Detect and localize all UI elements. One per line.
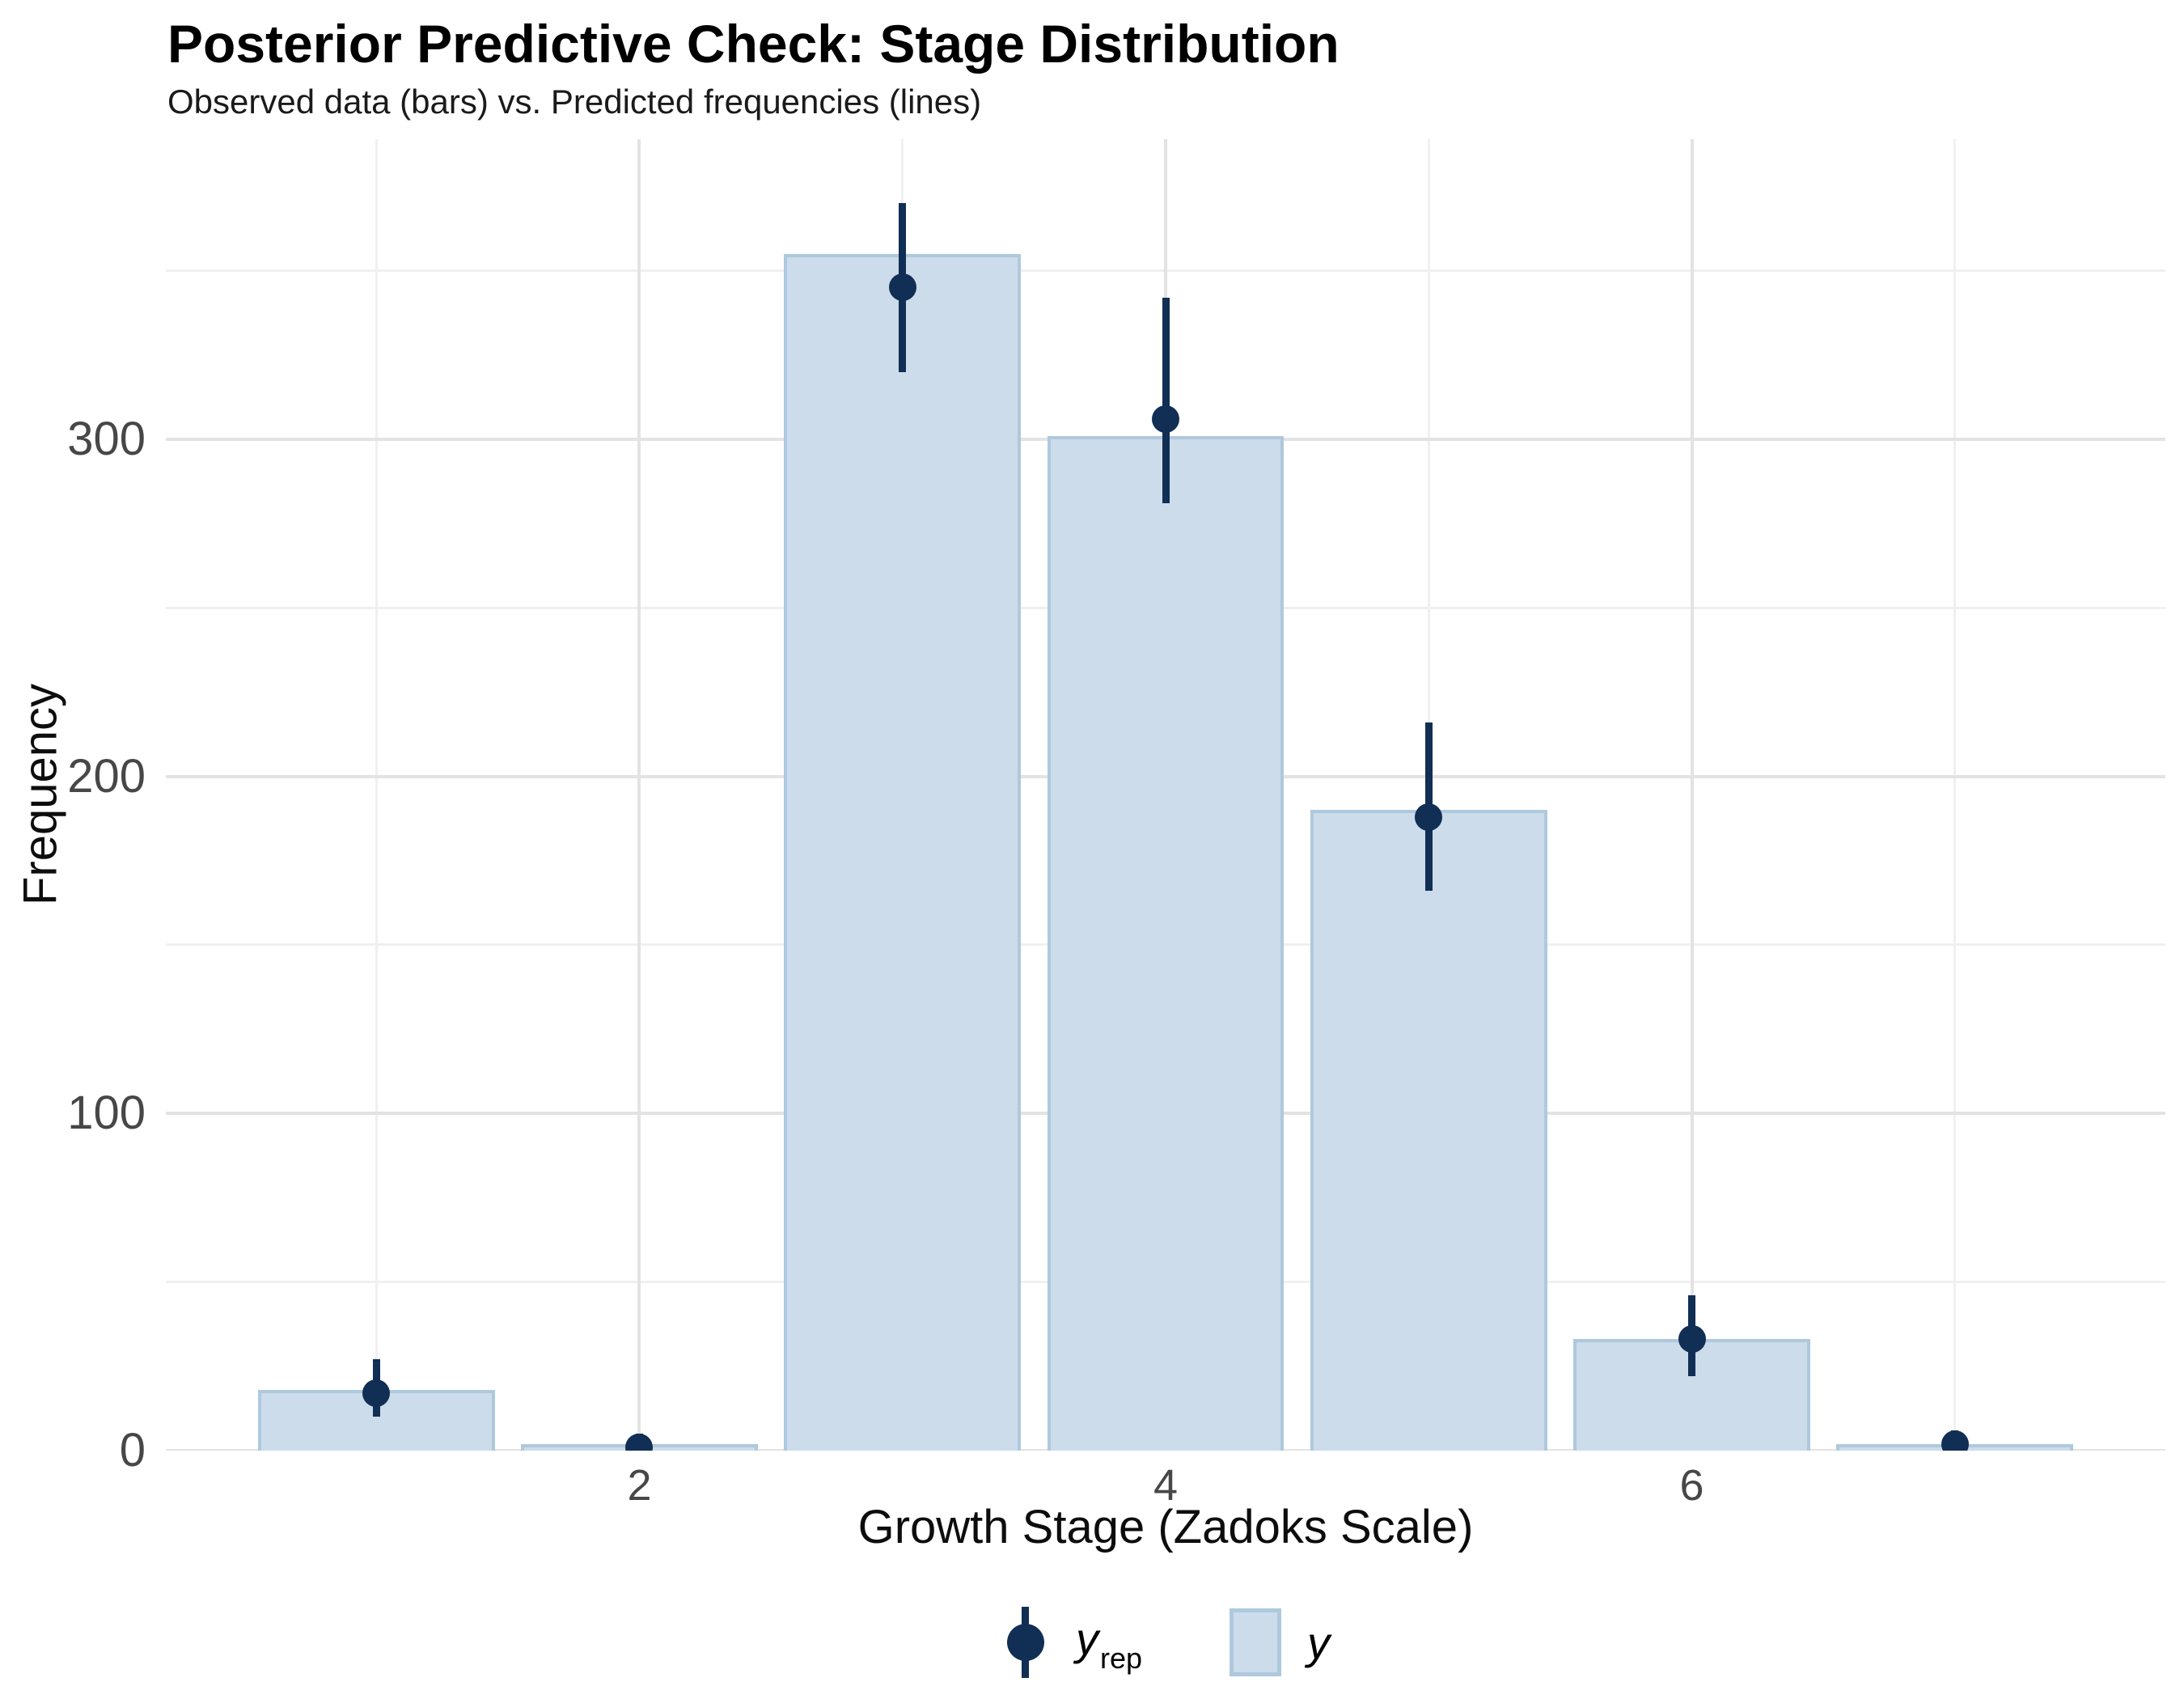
- legend-point-icon: [1006, 1624, 1044, 1661]
- y-tick-label: 0: [119, 1424, 146, 1477]
- point-stage-5: [1415, 803, 1443, 831]
- chart-title: Posterior Predictive Check: Stage Distri…: [167, 14, 1340, 74]
- y-tick-label: 100: [67, 1087, 146, 1140]
- legend-label-y-main: y: [1307, 1616, 1331, 1668]
- x-minor-gridline: [375, 139, 378, 1451]
- bar-stage-4: [1047, 435, 1285, 1451]
- point-stage-3: [888, 273, 916, 302]
- x-major-gridline: [1690, 139, 1694, 1451]
- y-tick-label: 300: [67, 412, 146, 465]
- point-stage-7: [1941, 1430, 1969, 1451]
- legend-label-yrep-sub: rep: [1099, 1641, 1143, 1675]
- point-stage-4: [1152, 405, 1179, 433]
- bar-stage-3: [784, 253, 1022, 1451]
- y-tick-label: 200: [67, 749, 146, 803]
- point-stage-6: [1678, 1325, 1706, 1354]
- legend-bar-swatch-icon: [1230, 1608, 1282, 1676]
- legend-label-yrep: yrep: [1075, 1612, 1142, 1674]
- chart-subtitle: Observed data (bars) vs. Predicted frequ…: [167, 83, 982, 121]
- x-minor-gridline: [1953, 139, 1957, 1451]
- bar-stage-5: [1310, 810, 1547, 1451]
- point-stage-1: [362, 1379, 391, 1408]
- x-tick-label: 2: [627, 1461, 652, 1510]
- error-bar-stage-4: [1162, 297, 1170, 504]
- legend-label-yrep-main: y: [1075, 1613, 1098, 1665]
- legend: yrep y: [166, 1592, 2165, 1693]
- x-axis-title: Growth Stage (Zadoks Scale): [857, 1501, 1474, 1553]
- x-tick-label: 4: [1153, 1461, 1179, 1510]
- point-stage-2: [625, 1433, 654, 1451]
- legend-item-y: y: [1230, 1608, 1330, 1676]
- plot-panel: [166, 139, 2165, 1451]
- legend-pointrange-icon: [1001, 1604, 1050, 1681]
- legend-item-yrep: yrep: [1001, 1604, 1142, 1681]
- legend-label-y: y: [1307, 1616, 1330, 1669]
- x-tick-label: 6: [1679, 1461, 1704, 1510]
- x-major-gridline: [637, 139, 641, 1451]
